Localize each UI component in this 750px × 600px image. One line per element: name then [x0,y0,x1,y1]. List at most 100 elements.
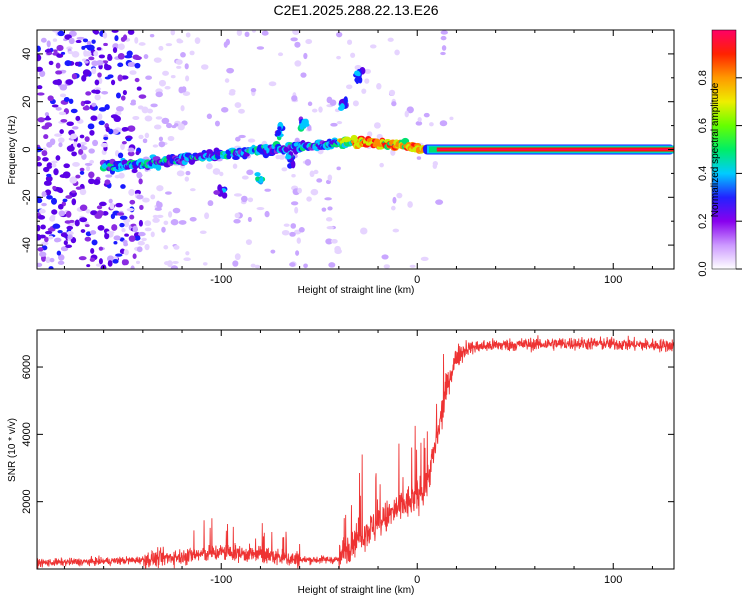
spectrogram-cell [168,211,173,218]
spectrogram-cell [275,129,282,137]
chart-title: C2E1.2025.288.22.13.E26 [273,2,439,18]
spectrogram-cell [440,51,446,56]
snr-x-tick-label: -100 [210,574,232,586]
spectrogram-cell [182,91,191,97]
spectrogram-cell [79,141,87,146]
spectrogram-cell [97,72,102,78]
spectrogram-cell [404,110,409,118]
spectrogram-cell [295,250,300,256]
spectrogram-cell [250,88,257,93]
spectrogram-cell [109,202,115,210]
snr-x-tick-label: 0 [414,574,420,586]
heatmap-y-tick-label: -40 [21,237,33,253]
spectrogram-cell [296,237,301,244]
spectrogram-cell [118,172,125,179]
spectrogram-cell [158,141,166,148]
spectrogram-cell [44,236,49,243]
spectrogram-cell [152,217,160,223]
spectrogram-cell [440,30,448,35]
heatmap-x-tick-label: 0 [414,274,420,286]
spectrogram-cell [98,258,103,265]
spectrogram-cell [115,92,121,99]
spectrogram-cell [115,106,124,112]
spectrogram-cell [379,162,384,168]
spectrogram-cell [162,70,170,76]
spectrogram-cell [91,60,99,67]
spectrogram-cell [123,249,129,256]
spectrogram-cell [136,246,143,253]
spectrogram-cell [120,143,125,150]
spectrogram-cell [156,201,163,209]
spectrogram-cell [247,216,252,222]
spectrogram-cell [130,265,135,269]
spectrogram-cell [289,231,296,237]
spectrogram-cell [58,210,66,217]
spectrogram-cell [129,199,136,205]
spectrogram-cell [84,162,93,167]
spectrogram-cell [71,73,78,80]
spectrogram-cell [234,253,241,261]
spectrogram-cell [127,61,136,67]
spectrogram-cell [245,239,253,245]
spectrogram-cell [75,39,82,44]
spectrogram-cell [37,66,43,72]
spectrogram-cell [122,90,127,96]
spectrogram-cell [106,230,115,235]
spectrogram-cell [114,35,119,42]
spectrogram-cell [449,116,454,121]
spectrogram-cell [104,179,111,185]
spectrogram-cell [167,136,175,142]
spectrogram-cell [305,39,313,45]
spectrogram-cell [91,67,97,75]
spectrogram-cell [78,148,84,155]
snr-frame [36,329,675,570]
spectrogram-cell [247,197,254,203]
spectrogram-cell [264,210,270,218]
spectrogram-cell [336,55,341,60]
spectrogram-cell [343,96,348,104]
spectrogram-cell [176,170,185,177]
spectrogram-cell [381,254,389,260]
spectrogram-cell [325,238,333,245]
spectrogram-cell [134,37,139,44]
spectrogram-cell [100,142,109,148]
spectrogram-cell [67,50,74,55]
spectrogram-cell [63,97,70,103]
spectrogram-cell [37,215,46,220]
spectrogram-cell [247,138,256,143]
spectrogram-cell [158,136,164,142]
spectrogram-cell [51,209,58,215]
spectrogram-cell [241,175,249,180]
spectrogram-cell [85,91,92,96]
spectrogram-cell [185,32,191,38]
spectrogram-cell [64,220,72,224]
spectrogram-cell [74,61,80,67]
spectrogram-cell [330,122,338,127]
spectrogram-cell [112,259,119,264]
spectrogram-cell [58,111,66,116]
spectrogram-cell [60,232,68,238]
spectrogram-cell [56,53,64,58]
spectrogram-cell [440,35,447,41]
spectrogram-cell [420,256,429,262]
spectrogram-cell [142,138,148,144]
spectrogram-cell [396,192,403,199]
spectrogram-cell [85,209,91,214]
spectrogram-cell [294,41,301,48]
spectrogram-cell [82,69,91,77]
spectrogram-cell [124,233,129,237]
spectrogram-cell [219,171,224,177]
spectrogram-cell [126,50,133,57]
spectrogram-cell [126,137,132,142]
spectrogram-cell [101,60,109,64]
heatmap-x-tick-label: -100 [210,274,232,286]
spectrogram-cell [214,120,220,127]
spectrogram-cell [361,88,367,94]
spectrogram-cell [64,60,72,67]
spectrogram-cell [178,220,187,225]
spectrogram-cell [189,50,195,56]
spectrogram-cell [234,212,241,219]
spectrogram-cell [155,116,163,120]
spectrogram-cell [232,155,240,160]
